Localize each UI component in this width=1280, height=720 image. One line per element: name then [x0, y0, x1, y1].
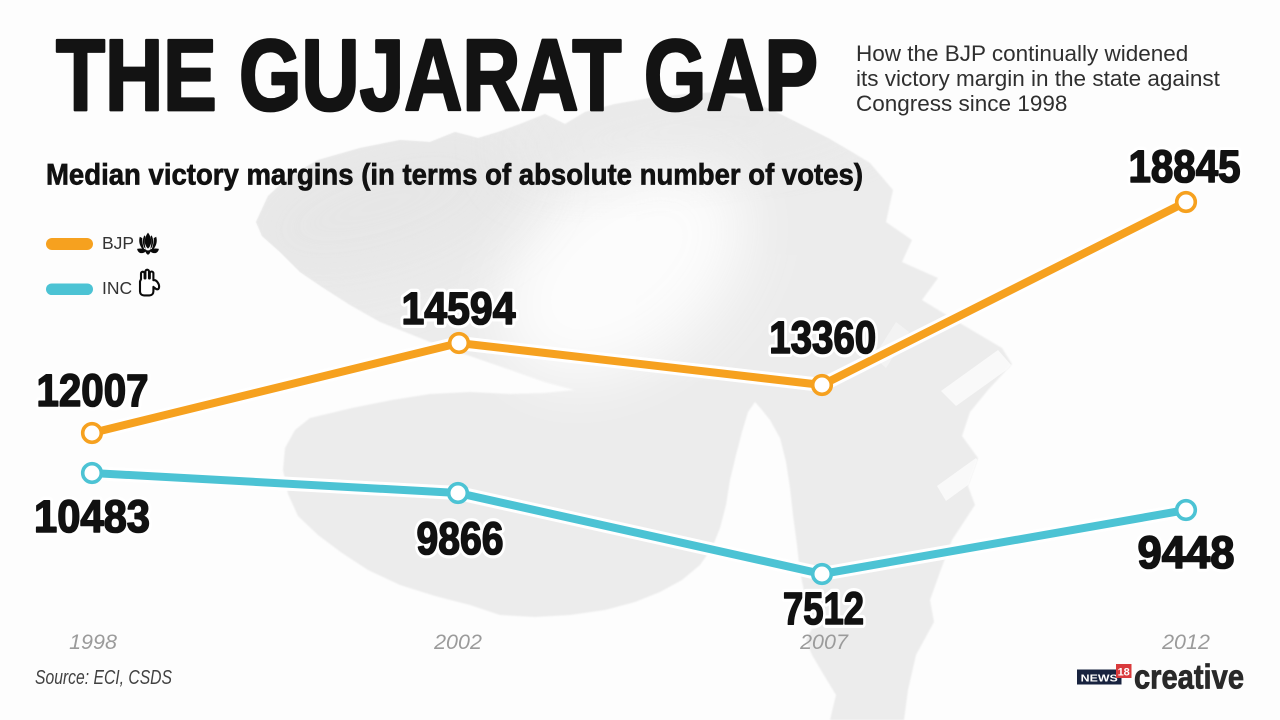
- svg-text:14594: 14594: [402, 283, 517, 334]
- svg-text:How the BJP continually widene: How the BJP continually widened: [856, 41, 1188, 66]
- svg-text:12007: 12007: [37, 365, 149, 416]
- svg-text:10483: 10483: [34, 491, 150, 542]
- svg-text:7512: 7512: [783, 583, 864, 634]
- svg-text:Median victory margins (in ter: Median victory margins (in terms of abso…: [46, 159, 863, 192]
- svg-text:18845: 18845: [1129, 141, 1241, 192]
- svg-text:1998: 1998: [69, 630, 117, 654]
- svg-text:INC: INC: [102, 278, 132, 298]
- svg-text:12007: 12007: [37, 365, 149, 416]
- svg-text:13360: 13360: [769, 312, 876, 363]
- svg-text:18: 18: [1118, 666, 1130, 678]
- svg-text:2012: 2012: [1161, 630, 1210, 654]
- svg-text:13360: 13360: [769, 312, 876, 363]
- svg-text:BJP: BJP: [102, 233, 134, 253]
- svg-text:10483: 10483: [34, 491, 150, 542]
- svg-text:14594: 14594: [402, 283, 517, 334]
- svg-text:THE GUJARAT GAP: THE GUJARAT GAP: [56, 20, 818, 132]
- svg-text:9866: 9866: [417, 513, 504, 564]
- svg-text:9448: 9448: [1138, 527, 1235, 578]
- svg-text:NEWS: NEWS: [1081, 673, 1118, 685]
- svg-text:creative: creative: [1134, 659, 1244, 697]
- svg-text:Congress since 1998: Congress since 1998: [856, 91, 1067, 116]
- svg-text:18845: 18845: [1129, 141, 1241, 192]
- svg-text:2007: 2007: [799, 630, 849, 654]
- svg-text:2002: 2002: [433, 630, 482, 654]
- svg-text:9448: 9448: [1138, 527, 1235, 578]
- svg-text:9866: 9866: [417, 513, 504, 564]
- svg-text:7512: 7512: [783, 583, 864, 634]
- svg-text:its victory margin in the stat: its victory margin in the state against: [856, 66, 1221, 91]
- svg-text:Source: ECI, CSDS: Source: ECI, CSDS: [35, 667, 173, 689]
